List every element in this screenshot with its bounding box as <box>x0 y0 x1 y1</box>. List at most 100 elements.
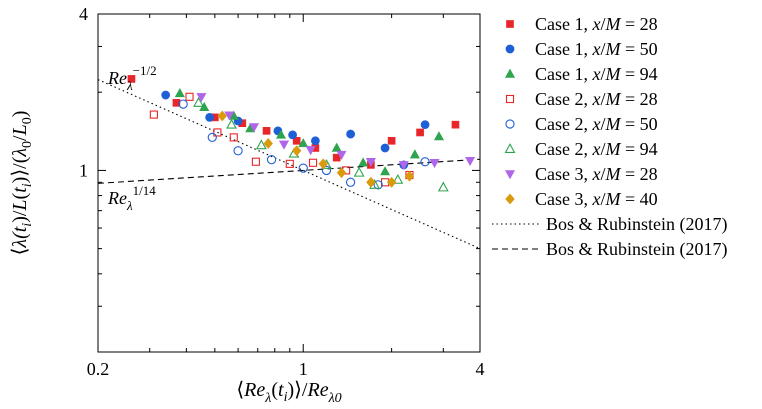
legend-marker <box>505 44 515 54</box>
legend-label: Case 2, x/M = 94 <box>535 139 658 159</box>
legend: Case 1, x/M = 28 Case 1, x/M = 50 Case 1, … <box>492 14 728 260</box>
x-axis-label: ⟨Reλ(ti)⟩/Reλ0 <box>236 379 341 406</box>
data-point <box>318 158 328 170</box>
data-point <box>465 156 476 167</box>
data-point <box>266 155 277 165</box>
data-point <box>366 176 376 188</box>
data-point <box>229 133 238 142</box>
data-point <box>429 159 440 169</box>
data-point <box>336 167 347 179</box>
legend-entry: Case 1, x/M = 50 <box>505 39 658 59</box>
data-point <box>380 143 390 153</box>
data-point <box>437 181 449 192</box>
y-tick-label: 1 <box>79 160 88 180</box>
reference-lines <box>98 79 480 250</box>
data-point <box>392 173 404 184</box>
data-point <box>161 90 171 100</box>
data-point <box>226 118 237 129</box>
data-point <box>207 132 217 143</box>
legend-entry: Case 1, x/M = 28 <box>506 14 658 34</box>
legend-label: Bos & Rubinstein (2017) <box>546 239 728 260</box>
data-point <box>451 120 460 129</box>
dotted-line-annotation: Reλ−1/2 <box>107 63 157 93</box>
reference-line-dotted <box>98 79 480 250</box>
legend-entry: Bos & Rubinstein (2017) <box>492 239 728 260</box>
series-3 <box>174 87 445 176</box>
data-point <box>251 157 260 166</box>
data-point <box>305 146 316 156</box>
dashed-line-annotation: Reλ1/14 <box>107 183 156 213</box>
legend-label: Bos & Rubinstein (2017) <box>546 214 728 235</box>
data-point <box>358 157 369 167</box>
data-point <box>255 139 267 150</box>
data-point <box>263 138 273 149</box>
legend-label: Case 2, x/M = 50 <box>535 114 658 134</box>
x-tick-label: 0.2 <box>87 359 110 379</box>
series-1 <box>127 75 460 169</box>
data-point <box>416 128 424 137</box>
data-point <box>321 165 332 176</box>
data-point <box>420 120 430 130</box>
legend-marker <box>505 94 515 104</box>
data-point <box>373 180 383 190</box>
data-point <box>205 112 215 122</box>
y-tick-label: 4 <box>79 4 88 24</box>
legend-entry: Case 2, x/M = 94 <box>504 139 658 159</box>
data-point <box>386 176 397 188</box>
data-point <box>409 149 420 159</box>
legend-marker <box>506 20 514 28</box>
legend-label: Case 1, x/M = 94 <box>535 64 658 84</box>
legend-label: Case 1, x/M = 50 <box>535 39 658 59</box>
data-point <box>174 87 185 98</box>
legend-entry: Case 1, x/M = 94 <box>504 64 658 84</box>
data-point <box>353 166 365 177</box>
plot-frame <box>97 13 481 353</box>
x-tick-label: 1 <box>299 359 308 379</box>
data-point <box>288 130 297 140</box>
data-point <box>178 99 188 109</box>
series-7 <box>196 93 476 171</box>
data-point <box>420 157 430 167</box>
data-point <box>298 138 309 148</box>
legend-entry: Case 2, x/M = 28 <box>505 89 658 109</box>
data-point <box>404 170 415 182</box>
legend-marker <box>505 193 515 205</box>
data-point <box>196 93 207 103</box>
data-point <box>365 157 376 168</box>
data-point <box>433 131 445 141</box>
data-point <box>346 129 355 139</box>
legend-entry: Bos & Rubinstein (2017) <box>492 214 728 235</box>
data-point <box>278 140 290 150</box>
data-markers <box>127 75 476 192</box>
legend-entry: Case 3, x/M = 40 <box>505 189 658 209</box>
legend-label: Case 2, x/M = 28 <box>535 89 658 109</box>
series-8 <box>217 110 415 188</box>
data-point <box>193 96 204 107</box>
data-point <box>387 136 396 145</box>
data-point <box>298 163 308 173</box>
data-point <box>275 129 287 139</box>
legend-entry: Case 2, x/M = 50 <box>505 114 658 134</box>
data-point <box>233 146 243 156</box>
legend-label: Case 1, x/M = 28 <box>535 14 658 34</box>
annotations: Reλ−1/2 Reλ1/14 <box>107 63 157 213</box>
data-point <box>310 136 320 146</box>
data-point <box>331 142 342 152</box>
data-point <box>285 159 294 168</box>
data-point <box>249 123 260 133</box>
data-point <box>217 110 227 122</box>
data-point <box>127 75 136 83</box>
legend-label: Case 3, x/M = 40 <box>535 189 658 209</box>
data-point <box>380 166 391 176</box>
reference-line-dashed <box>98 158 480 184</box>
data-point <box>345 177 356 187</box>
data-point <box>291 145 302 157</box>
y-axis-label: ⟨λ(ti)/L(ti)⟩/(λ0/L0) <box>9 111 35 256</box>
legend-marker <box>504 143 516 153</box>
axis-labels: ⟨Reλ(ti)⟩/Reλ0 ⟨λ(ti)/L(ti)⟩/(λ0/L0) <box>9 111 342 406</box>
data-point <box>398 161 409 171</box>
data-point <box>172 99 181 107</box>
data-point <box>336 150 347 160</box>
series-5 <box>178 99 430 190</box>
